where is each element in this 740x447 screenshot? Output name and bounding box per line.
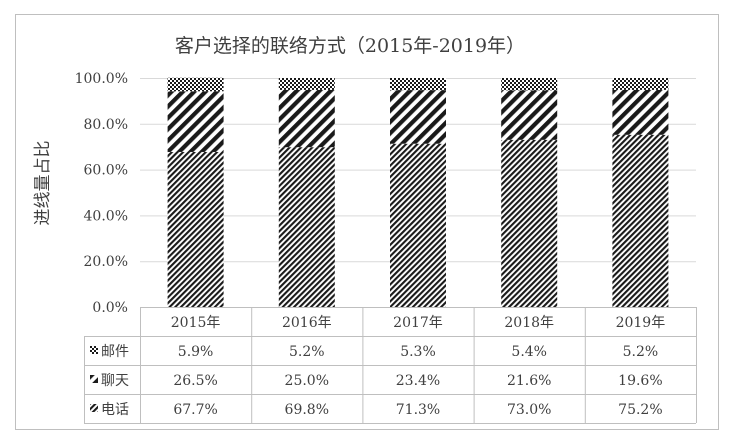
data-label: 71.3% [396, 402, 440, 418]
bar-segment [167, 91, 224, 152]
y-tick-labels: 0.0% 20.0% 40.0% 60.0% 80.0% 100.0% [75, 71, 128, 316]
data-label: 5.2% [623, 344, 659, 360]
bar-segment [612, 78, 669, 90]
legend-key [90, 375, 98, 383]
data-label: 73.0% [507, 402, 551, 418]
bar-segment [167, 77, 224, 92]
bar-segment [278, 78, 335, 90]
category-label: 2019年 [616, 315, 666, 331]
category-label: 2017年 [393, 315, 443, 331]
y-tick-label: 20.0% [84, 254, 128, 270]
bar-segment [278, 147, 335, 307]
legend-key [90, 346, 98, 354]
y-axis-label: 进线量占比 [33, 141, 53, 226]
data-label: 67.7% [173, 402, 217, 418]
bar-segment [501, 90, 558, 140]
chart-title: 客户选择的联络方式（2015年-2019年） [175, 35, 525, 57]
bar-segment [390, 78, 446, 91]
data-label: 69.8% [285, 402, 329, 418]
legend-key [90, 404, 98, 412]
data-label: 19.6% [618, 373, 662, 389]
bar-segment [612, 89, 669, 135]
bar-segment [390, 90, 446, 144]
chart-border [15, 14, 719, 430]
data-label: 5.2% [289, 344, 325, 360]
legend-entry: 电话 [101, 402, 129, 418]
category-label: 2018年 [504, 315, 554, 331]
bars [167, 77, 669, 307]
data-label: 5.4% [511, 344, 547, 360]
data-label: 5.9% [178, 344, 214, 360]
bar-segment [390, 143, 446, 307]
category-label: 2015年 [171, 315, 221, 331]
data-label: 75.2% [618, 402, 662, 418]
legend-entry: 邮件 [101, 344, 129, 360]
y-tick-label: 0.0% [92, 300, 128, 316]
data-label: 5.3% [400, 344, 436, 360]
legend-entry: 聊天 [101, 373, 129, 389]
bar-segment [501, 139, 558, 307]
data-label: 21.6% [507, 373, 551, 389]
bar-segment [501, 78, 558, 91]
y-tick-label: 100.0% [75, 71, 128, 87]
bar-segment [278, 89, 335, 148]
data-label: 25.0% [285, 373, 329, 389]
bar-segment [612, 134, 669, 307]
y-tick-label: 40.0% [84, 208, 128, 224]
data-label: 26.5% [173, 373, 217, 389]
data-label: 23.4% [396, 373, 440, 389]
category-label: 2016年 [282, 315, 332, 331]
y-tick-label: 60.0% [84, 163, 128, 179]
bar-segment [167, 151, 224, 307]
y-tick-label: 80.0% [84, 117, 128, 133]
